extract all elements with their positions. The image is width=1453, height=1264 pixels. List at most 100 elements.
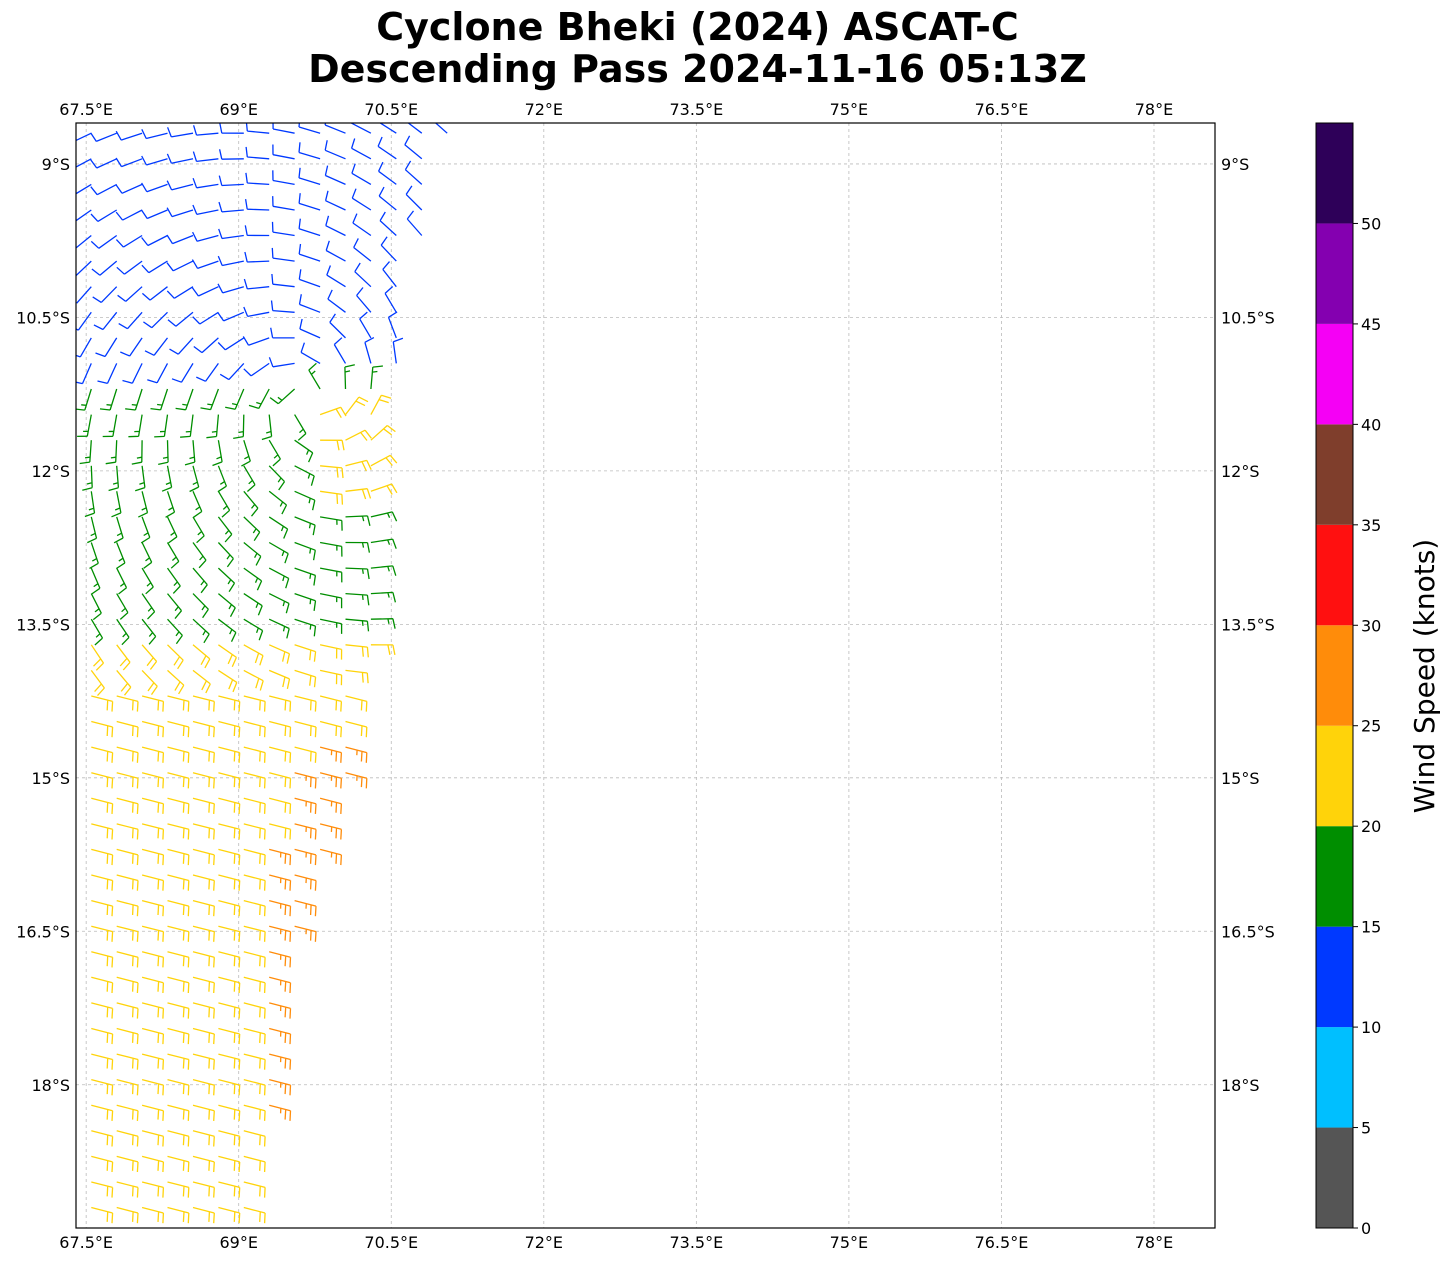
wind-barb [90, 618, 104, 646]
wind-barb [370, 618, 396, 629]
wind-barb [192, 925, 215, 942]
wind-barb [351, 163, 372, 185]
wind-barb [116, 593, 129, 620]
chart-title-line1: Cyclone Bheki (2024) ASCAT-C [376, 5, 1019, 49]
wind-barb [108, 465, 120, 492]
wind-barb [384, 286, 397, 313]
wind-barb [243, 1155, 266, 1173]
wind-barb [192, 1053, 215, 1070]
wind-barb [269, 1027, 292, 1045]
wind-barb [196, 363, 219, 382]
colorbar-tick-label: 15 [1361, 918, 1381, 937]
wind-barb [167, 746, 190, 763]
wind-barb [167, 1155, 190, 1173]
wind-barb [268, 618, 290, 639]
wind-barb [218, 772, 241, 789]
wind-barb [324, 140, 346, 160]
colorbar-tick-label: 5 [1361, 1119, 1371, 1138]
wind-barb [344, 364, 355, 390]
wind-barb [319, 720, 343, 738]
wind-barb [218, 1155, 241, 1173]
wind-barb [345, 541, 371, 553]
wind-barb [269, 695, 292, 712]
wind-barb [167, 669, 185, 695]
colorbar-segment [1316, 524, 1353, 626]
wind-barb [325, 215, 346, 237]
wind-barb [219, 123, 244, 134]
wind-barb [243, 1104, 266, 1121]
wind-barb [192, 516, 205, 544]
wind-barb [324, 165, 346, 185]
wind-barb [269, 388, 296, 405]
wind-barb [352, 213, 372, 237]
wind-barb [167, 1002, 190, 1019]
wind-barb [268, 490, 288, 515]
wind-barb [167, 311, 194, 327]
wind-barb [218, 1181, 241, 1198]
wind-barb [131, 440, 143, 465]
wind-barb [294, 772, 317, 789]
wind-barb [113, 516, 124, 544]
map-axis-ticks: 67.5°E 67.5°E 69°E 69°E 70.5°E 70.5°E 72°E 72°E… [16, 100, 1275, 1252]
wind-barb [268, 644, 291, 664]
wind-barb [154, 414, 169, 438]
wind-barb [269, 848, 292, 866]
colorbar-frame [1315, 122, 1354, 1229]
wind-barb [99, 388, 118, 411]
wind-barb [218, 1078, 241, 1096]
wind-barb [91, 951, 114, 968]
wind-barb [294, 669, 317, 688]
wind-barb [382, 261, 397, 288]
wind-barb [141, 286, 168, 301]
wind-barb [319, 746, 343, 763]
wind-barb [243, 490, 259, 517]
wind-barb [141, 260, 168, 274]
lat-tick-label-left: 10.5°S [16, 308, 70, 327]
wind-barb [218, 746, 241, 763]
wind-barb [218, 874, 241, 891]
wind-barb [166, 593, 183, 620]
wind-barb [243, 797, 266, 814]
wind-barb [244, 225, 270, 237]
wind-barb [218, 228, 244, 240]
wind-barb [218, 175, 244, 187]
lon-tick-label-top: 73.5°E [669, 100, 723, 119]
wind-barb [150, 388, 169, 411]
wind-barb [141, 1078, 165, 1096]
wind-barb [192, 669, 211, 694]
wind-barb [91, 260, 118, 276]
wind-barb [192, 695, 215, 712]
wind-barb [218, 823, 241, 840]
wind-barb [294, 465, 315, 486]
wind-barb [351, 123, 372, 134]
lat-tick-label-right: 10.5°S [1221, 308, 1275, 327]
wind-barb [192, 797, 215, 814]
colorbar-segment [1316, 625, 1353, 726]
colorbar-segment [1316, 123, 1353, 224]
lon-tick-label-top: 76.5°E [975, 100, 1029, 119]
wind-barb [294, 720, 317, 738]
wind-barb [116, 797, 139, 814]
wind-barb [141, 234, 168, 247]
wind-barb [392, 337, 404, 364]
lon-tick-label-top: 67.5°E [59, 100, 113, 119]
wind-barb [378, 161, 397, 185]
wind-barb [261, 414, 273, 441]
wind-barb [370, 565, 397, 576]
wind-barb [269, 746, 292, 763]
colorbar-tick-label: 40 [1361, 415, 1381, 434]
wind-barb [345, 515, 371, 526]
lon-tick-label-top: 75°E [830, 100, 868, 119]
wind-barb [125, 388, 143, 411]
wind-barb [319, 823, 343, 840]
wind-barb [243, 1002, 266, 1019]
wind-barb [270, 300, 295, 313]
wind-barb [189, 465, 200, 493]
wind-barb [111, 491, 122, 518]
wind-barb [90, 158, 117, 169]
wind-barb [217, 567, 236, 593]
wind-barb [91, 720, 114, 738]
wind-barb [319, 848, 343, 866]
wind-barb [434, 123, 448, 134]
wind-barb [370, 511, 398, 522]
